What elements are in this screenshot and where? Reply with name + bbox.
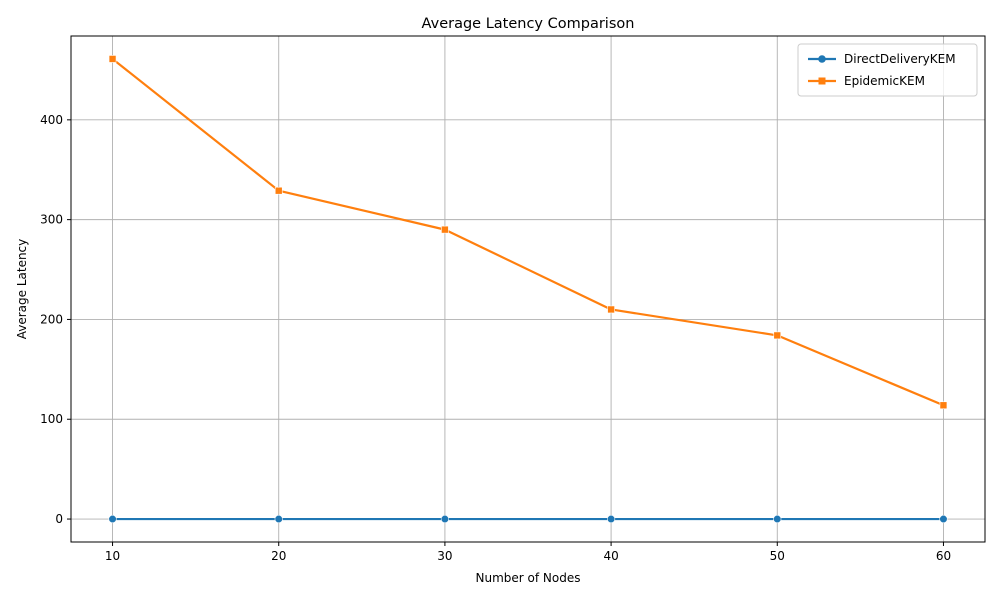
data-point [108,55,117,63]
legend-marker [818,55,826,63]
y-tick-label: 0 [55,512,63,526]
y-tick-label: 300 [40,213,63,227]
x-tick-label: 30 [437,549,452,563]
y-tick-label: 400 [40,113,63,127]
plot-frame [70,35,986,543]
data-point [274,186,283,195]
data-point [108,514,117,524]
x-tick-label: 20 [271,549,286,563]
legend-label: DirectDeliveryKEM [844,52,956,66]
x-axis-label: Number of Nodes [476,571,581,585]
x-tick-label: 50 [770,549,785,563]
chart-title: Average Latency Comparison [422,16,635,32]
legend: DirectDeliveryKEM EpidemicKEM [797,43,978,97]
legend-marker [818,77,826,85]
legend-box [797,43,978,97]
data-point [939,401,948,410]
grid-lines [71,36,985,542]
x-tick-label: 10 [105,549,120,563]
data-point [441,225,449,234]
data-point [939,514,948,524]
x-tick-label: 60 [936,549,951,563]
x-tick-label: 40 [603,549,618,563]
series-line [111,58,944,407]
series-DirectDeliveryKEM [108,514,948,524]
data-point [607,305,615,314]
series-EpidemicKEM [108,55,948,410]
y-tick-label: 200 [40,312,63,326]
axes: 10 20 30 40 50 60 0 100 200 300 400 [40,113,951,563]
data-point [440,514,450,524]
data-point [773,331,782,340]
series-layer [108,55,948,524]
legend-label: EpidemicKEM [844,74,925,88]
y-axis-label: Average Latency [15,239,29,340]
data-point [773,514,782,524]
data-point [274,514,283,524]
data-point [606,514,616,524]
y-tick-label: 100 [40,412,63,426]
